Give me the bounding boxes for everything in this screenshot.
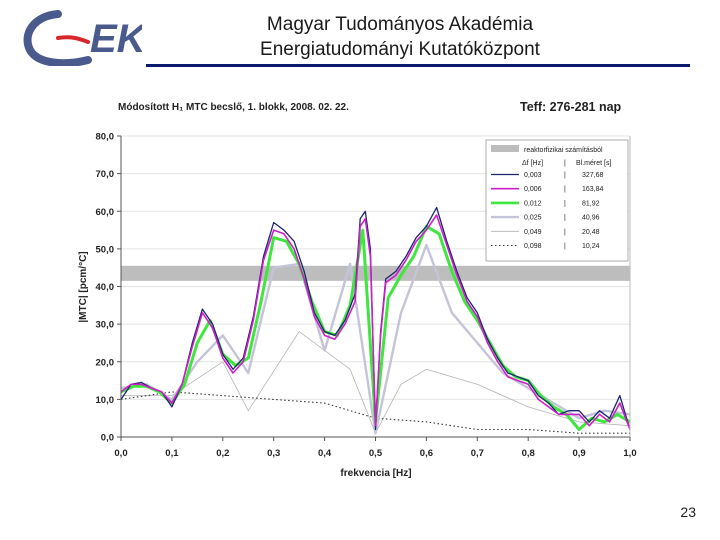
legend-sep: | xyxy=(564,243,566,250)
x-tick-label: 0,5 xyxy=(369,448,383,459)
y-tick-label: 0,0 xyxy=(101,433,114,444)
legend-header-sep: | xyxy=(564,160,566,167)
series-line-dotted-black xyxy=(120,391,630,434)
series-line-magenta xyxy=(120,214,631,430)
x-tick-label: 0,8 xyxy=(522,448,535,459)
logo: EK xyxy=(23,10,142,66)
legend-block: 20,48 xyxy=(582,229,600,236)
series-layer xyxy=(120,206,631,435)
legend-band-label: reaktorfizikai számításból xyxy=(524,147,603,154)
x-tick-label: 1,0 xyxy=(623,448,636,459)
legend-block: 40,96 xyxy=(582,215,600,222)
title-line-2: Energiatudományi Kutatóközpont xyxy=(260,39,540,60)
axis-layer: 0,0 10,0 20,0 30,0 40,0 50,0 60,0 70,0 80,0 0,0 0,… xyxy=(96,132,637,460)
legend-block: 81,92 xyxy=(582,200,600,207)
legend-block: 10,24 xyxy=(582,243,600,250)
legend-header-df: Δf [Hz] xyxy=(522,160,543,167)
y-tick-label: 50,0 xyxy=(96,244,115,255)
legend-df: 0,012 xyxy=(524,200,542,207)
legend-df: 0,006 xyxy=(524,186,542,193)
x-tick-label: 0,7 xyxy=(471,448,484,459)
chart-title: Módosított H₁ MTC becslő, 1. blokk, 2008… xyxy=(118,102,349,113)
logo-red-accent xyxy=(56,35,90,44)
legend-df: 0,049 xyxy=(524,229,542,236)
x-axis-label: frekvencia [Hz] xyxy=(340,468,411,479)
x-tick-label: 0,2 xyxy=(216,448,229,459)
x-tick-label: 0,4 xyxy=(318,448,332,459)
header-rule xyxy=(146,64,690,67)
legend-df: 0,098 xyxy=(524,243,542,250)
legend-sep: | xyxy=(564,200,566,207)
logo-text: EK xyxy=(90,17,142,61)
y-axis-label: |MTC| [pcm/°C] xyxy=(78,251,89,322)
legend-df: 0,025 xyxy=(524,215,542,222)
slide-number: 23 xyxy=(680,504,696,520)
legend-sep: | xyxy=(564,186,566,193)
x-tick-label: 0,0 xyxy=(114,448,127,459)
y-tick-label: 30,0 xyxy=(96,320,115,331)
y-tick-label: 80,0 xyxy=(96,132,115,143)
y-tick-label: 40,0 xyxy=(96,282,115,293)
legend-box xyxy=(485,139,629,262)
logo-swoosh xyxy=(23,10,92,66)
x-tick-label: 0,3 xyxy=(267,448,280,459)
x-tick-label: 0,9 xyxy=(572,448,585,459)
legend-block: 163,84 xyxy=(582,186,604,193)
legend-header-block: Bl.méret [s] xyxy=(576,160,611,167)
header-title: Magyar Tudományos Akadémia Energiatudomá… xyxy=(190,12,610,62)
legend-sep: | xyxy=(564,172,566,179)
legend-band-swatch xyxy=(491,145,519,152)
legend-sep: | xyxy=(564,215,566,222)
y-tick-label: 10,0 xyxy=(96,395,115,406)
reference-band xyxy=(121,265,630,281)
x-tick-label: 0,1 xyxy=(165,448,179,459)
x-tick-label: 0,6 xyxy=(420,448,433,459)
y-tick-label: 20,0 xyxy=(96,357,115,368)
legend-df: 0,003 xyxy=(524,172,542,179)
y-tick-label: 60,0 xyxy=(96,207,115,218)
title-line-1: Magyar Tudományos Akadémia xyxy=(266,14,534,35)
legend: reaktorfizikai számításból Δf [Hz] | Bl.mér… xyxy=(485,139,629,262)
y-tick-label: 70,0 xyxy=(96,169,115,180)
legend-block: 327,68 xyxy=(582,172,604,179)
chart-title-right: Teff: 276-281 nap xyxy=(520,100,622,114)
legend-sep: | xyxy=(564,229,566,236)
